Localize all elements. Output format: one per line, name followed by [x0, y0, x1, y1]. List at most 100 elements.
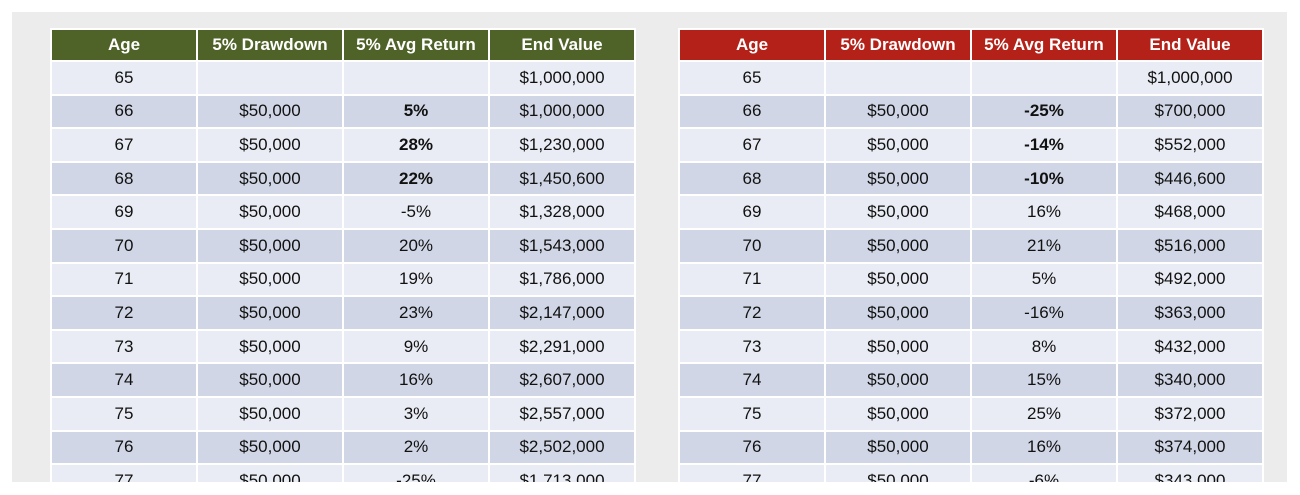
drawdown-cell: $50,000: [824, 160, 972, 197]
return-cell: 19%: [342, 261, 490, 298]
drawdown-cell: $50,000: [824, 261, 972, 298]
table-row: 68 $50,000 -10% $446,600: [678, 160, 1264, 197]
end-value-cell: $516,000: [1116, 227, 1264, 264]
column-header: 5% Drawdown: [196, 28, 344, 62]
age-cell: 74: [50, 362, 198, 398]
age-cell: 65: [678, 60, 826, 96]
table-row: 69 $50,000 16% $468,000: [678, 194, 1264, 230]
age-cell: 68: [50, 160, 198, 197]
return-cell: -14%: [970, 127, 1118, 163]
drawdown-cell: $50,000: [196, 429, 344, 466]
age-cell: 76: [678, 429, 826, 466]
end-value-cell: $492,000: [1116, 261, 1264, 298]
drawdown-cell: $50,000: [824, 295, 972, 331]
age-cell: 65: [50, 60, 198, 96]
return-cell: 22%: [342, 160, 490, 197]
column-header: Age: [50, 28, 198, 62]
end-value-cell: $340,000: [1116, 362, 1264, 398]
drawdown-cell: $50,000: [196, 127, 344, 163]
return-cell: 23%: [342, 295, 490, 331]
return-cell: 16%: [970, 194, 1118, 230]
end-value-cell: $363,000: [1116, 295, 1264, 331]
table-row: 67 $50,000 -14% $552,000: [678, 127, 1264, 163]
table-row: 72 $50,000 23% $2,147,000: [50, 295, 636, 331]
return-cell: 9%: [342, 328, 490, 365]
return-cell: -5%: [342, 194, 490, 230]
column-header: End Value: [488, 28, 636, 62]
table-row: 66 $50,000 5% $1,000,000: [50, 93, 636, 130]
return-cell: 25%: [970, 395, 1118, 432]
drawdown-cell: $50,000: [824, 194, 972, 230]
return-cell: 21%: [970, 227, 1118, 264]
age-cell: 66: [678, 93, 826, 130]
age-cell: 69: [678, 194, 826, 230]
end-value-cell: $2,557,000: [488, 395, 636, 432]
end-value-cell: $2,291,000: [488, 328, 636, 365]
header-row: Age 5% Drawdown 5% Avg Return End Value: [50, 28, 636, 62]
return-cell: 3%: [342, 395, 490, 432]
drawdown-cell: $50,000: [196, 160, 344, 197]
drawdown-cell: $50,000: [196, 362, 344, 398]
drawdown-cell: $50,000: [196, 227, 344, 264]
column-header: End Value: [1116, 28, 1264, 62]
return-cell: 28%: [342, 127, 490, 163]
return-cell: 5%: [342, 93, 490, 130]
end-value-cell: $1,543,000: [488, 227, 636, 264]
return-cell: -10%: [970, 160, 1118, 197]
drawdown-cell: $50,000: [196, 93, 344, 130]
return-cell: 15%: [970, 362, 1118, 398]
table-row: 75 $50,000 3% $2,557,000: [50, 395, 636, 432]
age-cell: 70: [50, 227, 198, 264]
return-cell: 20%: [342, 227, 490, 264]
drawdown-cell: $50,000: [824, 227, 972, 264]
age-cell: 71: [50, 261, 198, 298]
drawdown-cell: [824, 60, 972, 96]
end-value-cell: $468,000: [1116, 194, 1264, 230]
end-value-cell: $1,230,000: [488, 127, 636, 163]
age-cell: 75: [678, 395, 826, 432]
table-row: 77 $50,000 -25% $1,713,000: [50, 463, 636, 482]
drawdown-cell: $50,000: [196, 328, 344, 365]
table-row: 69 $50,000 -5% $1,328,000: [50, 194, 636, 230]
return-cell: 5%: [970, 261, 1118, 298]
return-cell: 16%: [342, 362, 490, 398]
age-cell: 77: [678, 463, 826, 482]
age-cell: 73: [50, 328, 198, 365]
age-cell: 67: [50, 127, 198, 163]
end-value-cell: $1,000,000: [1116, 60, 1264, 96]
end-value-cell: $374,000: [1116, 429, 1264, 466]
table-row: 70 $50,000 21% $516,000: [678, 227, 1264, 264]
age-cell: 76: [50, 429, 198, 466]
table-row: 65 $1,000,000: [678, 60, 1264, 96]
column-header: 5% Drawdown: [824, 28, 972, 62]
end-value-cell: $1,000,000: [488, 60, 636, 96]
age-cell: 74: [678, 362, 826, 398]
table-row: 66 $50,000 -25% $700,000: [678, 93, 1264, 130]
drawdown-cell: $50,000: [824, 395, 972, 432]
return-cell: -16%: [970, 295, 1118, 331]
table-row: 76 $50,000 2% $2,502,000: [50, 429, 636, 466]
table-row: 75 $50,000 25% $372,000: [678, 395, 1264, 432]
end-value-cell: $1,450,600: [488, 160, 636, 197]
table-row: 72 $50,000 -16% $363,000: [678, 295, 1264, 331]
drawdown-cell: $50,000: [196, 463, 344, 482]
table-row: 68 $50,000 22% $1,450,600: [50, 160, 636, 197]
return-cell: [342, 60, 490, 96]
slide: Age 5% Drawdown 5% Avg Return End Value 65 $1…: [12, 12, 1287, 482]
table-row: 74 $50,000 16% $2,607,000: [50, 362, 636, 398]
age-cell: 71: [678, 261, 826, 298]
end-value-cell: $700,000: [1116, 93, 1264, 130]
drawdown-cell: $50,000: [824, 127, 972, 163]
age-cell: 67: [678, 127, 826, 163]
age-cell: 77: [50, 463, 198, 482]
age-cell: 70: [678, 227, 826, 264]
table-row: 73 $50,000 8% $432,000: [678, 328, 1264, 365]
drawdown-cell: $50,000: [824, 429, 972, 466]
end-value-cell: $1,786,000: [488, 261, 636, 298]
age-cell: 66: [50, 93, 198, 130]
return-cell: 8%: [970, 328, 1118, 365]
age-cell: 72: [678, 295, 826, 331]
end-value-cell: $2,147,000: [488, 295, 636, 331]
drawdown-cell: $50,000: [196, 295, 344, 331]
table-row: 76 $50,000 16% $374,000: [678, 429, 1264, 466]
